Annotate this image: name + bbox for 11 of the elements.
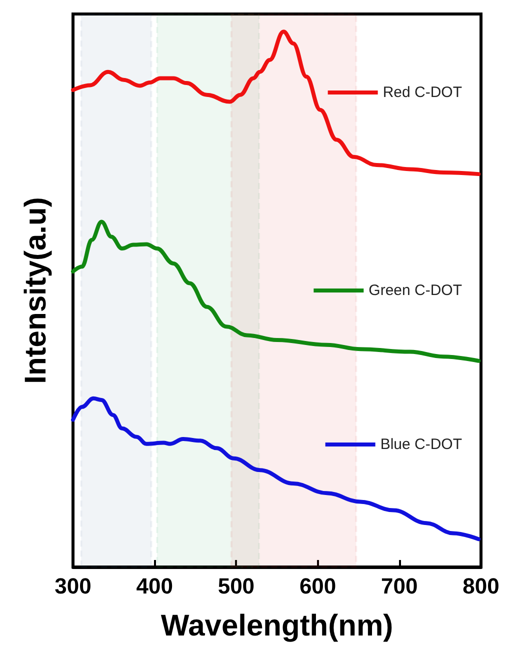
- x-tick-label: 800: [462, 574, 500, 598]
- x-tick-label: 600: [299, 574, 336, 598]
- x-axis-title: Wavelength(nm): [160, 610, 394, 642]
- y-axis-title: Intensity(a.u): [20, 197, 52, 384]
- legend-label: Red C-DOT: [382, 84, 462, 101]
- x-tick-label: 500: [218, 574, 255, 598]
- legend-label: Blue C-DOT: [380, 436, 462, 453]
- legend-label: Green C-DOT: [368, 282, 462, 299]
- x-tick-label: 300: [54, 574, 92, 598]
- x-tick-label: 400: [136, 574, 173, 598]
- x-tick-label: 700: [381, 574, 418, 598]
